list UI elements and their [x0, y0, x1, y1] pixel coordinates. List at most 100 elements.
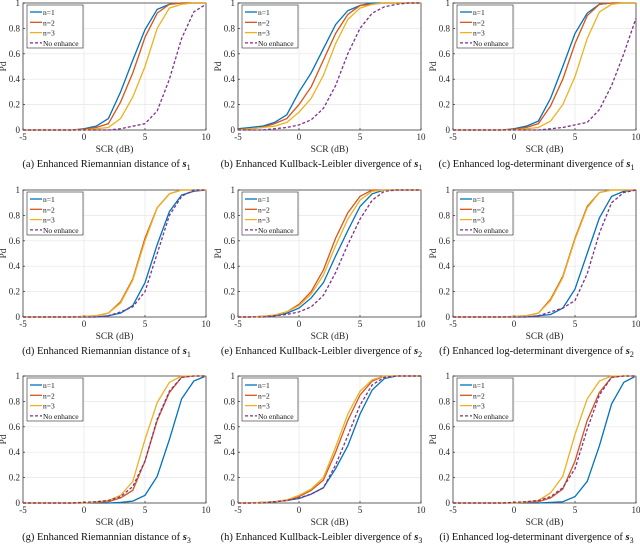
y-tick-label: 0.6 [9, 422, 21, 432]
caption-subscript: 1 [187, 163, 191, 172]
y-tick-label: 0.8 [9, 23, 21, 33]
x-tick-label: 5 [143, 505, 148, 515]
legend-label: n=3 [473, 402, 485, 411]
y-tick-label: 0.8 [439, 396, 451, 406]
x-tick-label: -5 [19, 505, 27, 515]
x-tick-label: -5 [234, 505, 242, 515]
x-tick-label: 10 [632, 132, 640, 142]
x-tick-label: 5 [143, 319, 148, 329]
y-axis-label: Pd [214, 434, 224, 444]
legend-label: n=2 [43, 205, 55, 214]
x-tick-label: -5 [19, 319, 27, 329]
y-tick-label: 0.2 [439, 473, 450, 483]
x-tick-label: 10 [417, 319, 427, 329]
y-tick-label: 1 [446, 0, 451, 8]
legend-label: No enhance [473, 39, 509, 48]
x-tick-label: 5 [143, 132, 148, 142]
x-tick-label: 5 [358, 132, 363, 142]
y-tick-label: 0.8 [439, 23, 451, 33]
caption-subscript: 3 [630, 536, 634, 545]
legend-label: n=3 [473, 29, 485, 38]
y-tick-label: 1 [231, 0, 236, 8]
y-tick-label: 0.8 [224, 210, 236, 220]
legend-label: n=3 [473, 216, 485, 225]
y-tick-label: 0.2 [9, 100, 20, 110]
y-tick-label: 0.4 [224, 447, 236, 457]
legend-label: n=3 [258, 402, 270, 411]
x-tick-label: 5 [573, 319, 578, 329]
legend-label: n=2 [258, 205, 270, 214]
y-tick-label: 0.8 [439, 210, 451, 220]
y-tick-label: 0.6 [439, 422, 451, 432]
x-tick-label: -5 [234, 132, 242, 142]
legend: n=1n=2n=3No enhance [27, 5, 83, 48]
y-tick-label: 0.6 [439, 49, 451, 59]
y-tick-label: 0.8 [9, 210, 21, 220]
caption-text: (c) Enhanced log-determinant divergence … [439, 159, 624, 170]
x-axis-label: SCR (dB) [526, 144, 564, 155]
legend-label: n=2 [43, 391, 55, 400]
x-tick-label: 0 [297, 319, 302, 329]
x-tick-label: 10 [417, 505, 427, 515]
y-tick-label: 1 [231, 185, 236, 195]
legend-label: n=1 [43, 8, 55, 17]
caption-text: (i) Enhanced log-determinant divergence … [439, 532, 622, 543]
x-tick-label: 10 [202, 132, 212, 142]
y-tick-label: 0.8 [9, 396, 21, 406]
caption-subscript: 3 [418, 536, 422, 545]
x-tick-label: 0 [297, 505, 302, 515]
y-axis-label: Pd [214, 248, 224, 258]
y-tick-label: 0 [446, 498, 451, 508]
y-tick-label: 0 [231, 125, 236, 135]
caption-subscript: 1 [418, 163, 422, 172]
x-tick-label: 0 [297, 132, 302, 142]
y-tick-label: 0 [231, 312, 236, 322]
legend-label: n=1 [43, 195, 55, 204]
y-tick-label: 0 [16, 125, 21, 135]
x-tick-label: 5 [358, 319, 363, 329]
legend: n=1n=2n=3No enhance [27, 192, 83, 235]
legend: n=1n=2n=3No enhance [242, 192, 298, 235]
y-tick-label: 1 [446, 371, 451, 381]
y-axis-label: Pd [0, 434, 9, 444]
y-axis-label: Pd [214, 61, 224, 71]
caption-subscript: 3 [187, 536, 191, 545]
y-tick-label: 0 [446, 312, 451, 322]
x-tick-label: 10 [632, 319, 640, 329]
legend-label: n=2 [473, 205, 485, 214]
x-tick-label: 0 [82, 505, 87, 515]
legend-label: n=3 [43, 29, 55, 38]
y-tick-label: 1 [446, 185, 451, 195]
legend-label: n=2 [258, 391, 270, 400]
y-axis-label: Pd [0, 61, 9, 71]
y-tick-label: 0.4 [439, 74, 451, 84]
caption-subscript: 2 [418, 350, 422, 359]
x-tick-label: 0 [512, 132, 517, 142]
y-axis-label: Pd [0, 248, 9, 258]
subplot-caption: (b) Enhanced Kullback-Leibler divergence… [215, 159, 428, 172]
y-tick-label: 0.6 [224, 422, 236, 432]
y-tick-label: 0 [16, 498, 21, 508]
legend-label: No enhance [258, 39, 294, 48]
legend-label: n=3 [43, 402, 55, 411]
x-axis-label: SCR (dB) [526, 331, 564, 342]
x-axis-label: SCR (dB) [311, 144, 349, 155]
y-tick-label: 0 [16, 312, 21, 322]
legend-label: n=1 [473, 8, 485, 17]
legend: n=1n=2n=3No enhance [27, 378, 83, 421]
legend-label: No enhance [43, 226, 79, 235]
y-tick-label: 0.8 [224, 23, 236, 33]
x-tick-label: -5 [449, 132, 457, 142]
x-axis-label: SCR (dB) [96, 331, 134, 342]
x-tick-label: 0 [512, 505, 517, 515]
